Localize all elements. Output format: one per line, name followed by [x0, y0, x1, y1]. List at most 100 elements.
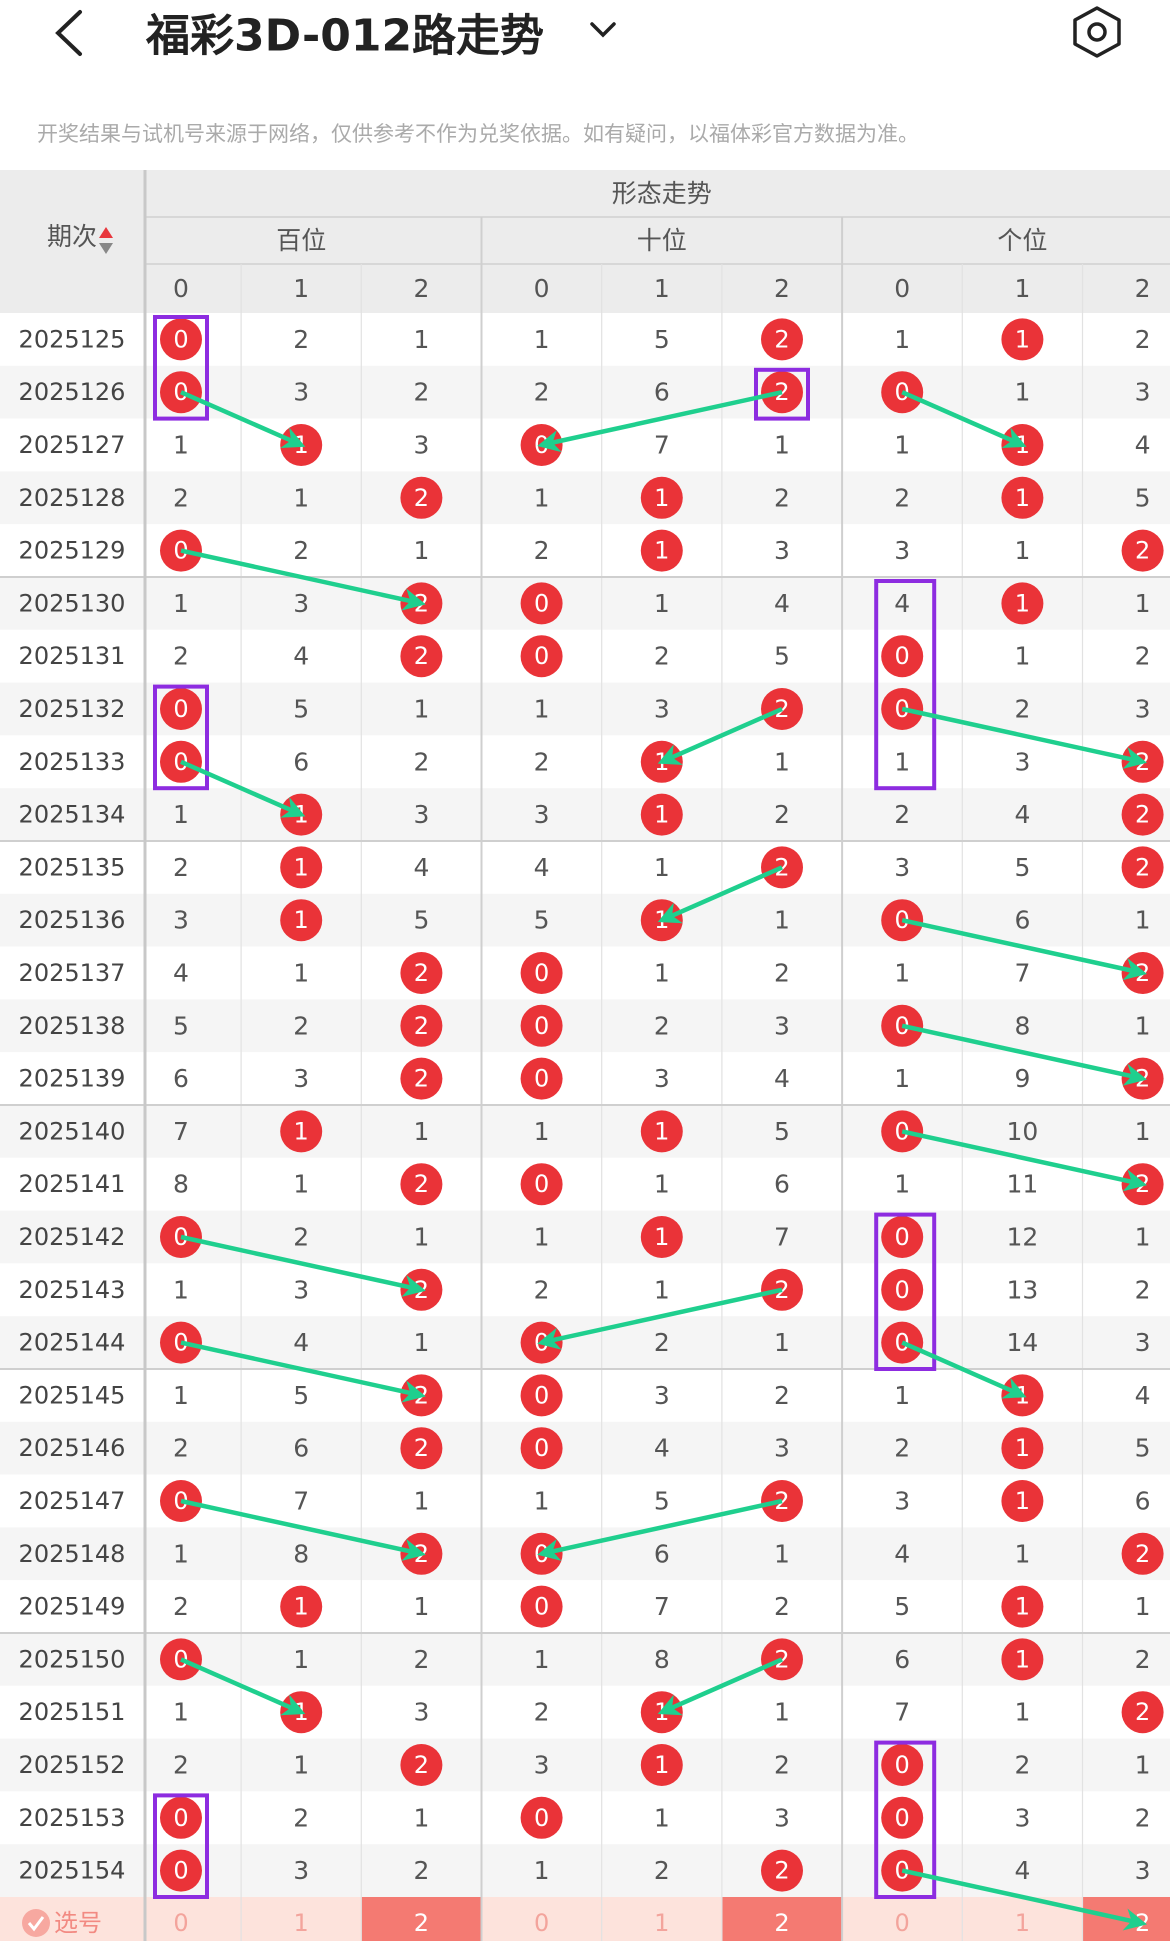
miss-count: 1 [534, 1645, 550, 1674]
miss-count: 5 [173, 1011, 189, 1040]
miss-count: 1 [1135, 589, 1151, 618]
miss-count: 8 [293, 1539, 309, 1568]
miss-count: 5 [413, 906, 429, 935]
miss-count: 1 [173, 1275, 189, 1304]
miss-count: 3 [1135, 1856, 1151, 1885]
miss-count: 1 [654, 1275, 670, 1304]
select-digit: 0 [534, 1909, 549, 1937]
miss-count: 7 [654, 1592, 670, 1621]
hit-number: 2 [414, 642, 429, 670]
miss-count: 7 [173, 1117, 189, 1146]
title-dropdown[interactable] [592, 24, 614, 35]
miss-count: 5 [774, 1117, 790, 1146]
miss-count: 1 [1135, 1011, 1151, 1040]
period: 2025136 [19, 906, 126, 934]
miss-count: 6 [1014, 906, 1030, 935]
period: 2025131 [19, 642, 126, 670]
hit-number: 2 [1135, 1540, 1150, 1568]
miss-count: 3 [654, 1064, 670, 1093]
miss-count: 2 [654, 642, 670, 671]
miss-count: 3 [1135, 378, 1151, 407]
miss-count: 1 [774, 1539, 790, 1568]
page-title: 福彩3D-012路走势 [145, 11, 544, 62]
miss-count: 4 [1014, 800, 1030, 829]
hit-number: 1 [294, 1117, 309, 1145]
miss-count: 3 [774, 1803, 790, 1832]
hit-number: 1 [654, 1117, 669, 1145]
hit-number: 0 [534, 642, 549, 670]
miss-count: 1 [413, 1117, 429, 1146]
miss-count: 2 [293, 1803, 309, 1832]
miss-count: 12 [1006, 1223, 1038, 1252]
hit-number: 1 [654, 537, 669, 565]
miss-count: 1 [173, 589, 189, 618]
back-button[interactable] [58, 12, 80, 54]
hit-number: 2 [414, 1170, 429, 1198]
select-digit: 0 [173, 1909, 188, 1937]
hit-number: 0 [534, 1170, 549, 1198]
miss-count: 7 [774, 1223, 790, 1252]
hit-number: 0 [895, 1276, 910, 1304]
hit-number: 1 [654, 1223, 669, 1251]
period: 2025144 [19, 1329, 126, 1357]
miss-count: 3 [1014, 1803, 1030, 1832]
miss-count: 1 [894, 431, 910, 460]
miss-count: 1 [534, 325, 550, 354]
miss-count: 1 [774, 1328, 790, 1357]
settings-button[interactable] [1075, 8, 1119, 56]
miss-count: 2 [173, 1434, 189, 1463]
hit-number: 1 [1015, 325, 1030, 353]
hit-number: 0 [534, 1012, 549, 1040]
period: 2025146 [19, 1434, 126, 1462]
miss-count: 10 [1006, 1117, 1038, 1146]
miss-count: 7 [654, 431, 670, 460]
period: 2025130 [19, 589, 126, 617]
period: 2025135 [19, 853, 126, 881]
miss-count: 1 [293, 1170, 309, 1199]
miss-count: 5 [894, 1592, 910, 1621]
miss-count: 5 [1135, 483, 1151, 512]
digit-header: 0 [173, 274, 189, 303]
miss-count: 2 [654, 1856, 670, 1885]
group-header: 百位 [276, 226, 326, 255]
hit-number: 1 [294, 853, 309, 881]
miss-count: 1 [413, 1328, 429, 1357]
miss-count: 3 [1135, 1328, 1151, 1357]
hit-number: 0 [534, 1804, 549, 1832]
digit-header: 2 [1135, 274, 1151, 303]
period: 2025154 [19, 1857, 126, 1885]
hit-number: 0 [173, 325, 188, 353]
miss-count: 1 [413, 325, 429, 354]
hit-number: 2 [414, 484, 429, 512]
miss-count: 2 [1135, 1275, 1151, 1304]
miss-count: 1 [293, 1645, 309, 1674]
miss-count: 1 [1135, 1751, 1151, 1780]
miss-count: 3 [894, 1487, 910, 1516]
period: 2025147 [19, 1487, 126, 1515]
miss-count: 3 [654, 1381, 670, 1410]
select-digit: 1 [1015, 1909, 1030, 1937]
miss-count: 1 [1014, 1539, 1030, 1568]
miss-count: 3 [413, 800, 429, 829]
hit-number: 0 [534, 1434, 549, 1462]
miss-count: 2 [413, 1645, 429, 1674]
period: 2025125 [19, 325, 126, 353]
miss-count: 1 [534, 695, 550, 724]
period: 2025138 [19, 1012, 126, 1040]
miss-count: 3 [1135, 695, 1151, 724]
miss-count: 1 [654, 1170, 670, 1199]
miss-count: 3 [774, 1434, 790, 1463]
period: 2025151 [19, 1698, 126, 1726]
period: 2025153 [19, 1804, 126, 1832]
miss-count: 4 [774, 589, 790, 618]
group-header: 个位 [997, 226, 1047, 255]
miss-count: 8 [173, 1170, 189, 1199]
hit-number: 1 [294, 906, 309, 934]
miss-count: 5 [654, 325, 670, 354]
miss-count: 1 [173, 1381, 189, 1410]
miss-count: 6 [654, 1539, 670, 1568]
hit-number: 2 [414, 1012, 429, 1040]
miss-count: 1 [774, 747, 790, 776]
miss-count: 1 [534, 483, 550, 512]
miss-count: 2 [534, 1698, 550, 1727]
